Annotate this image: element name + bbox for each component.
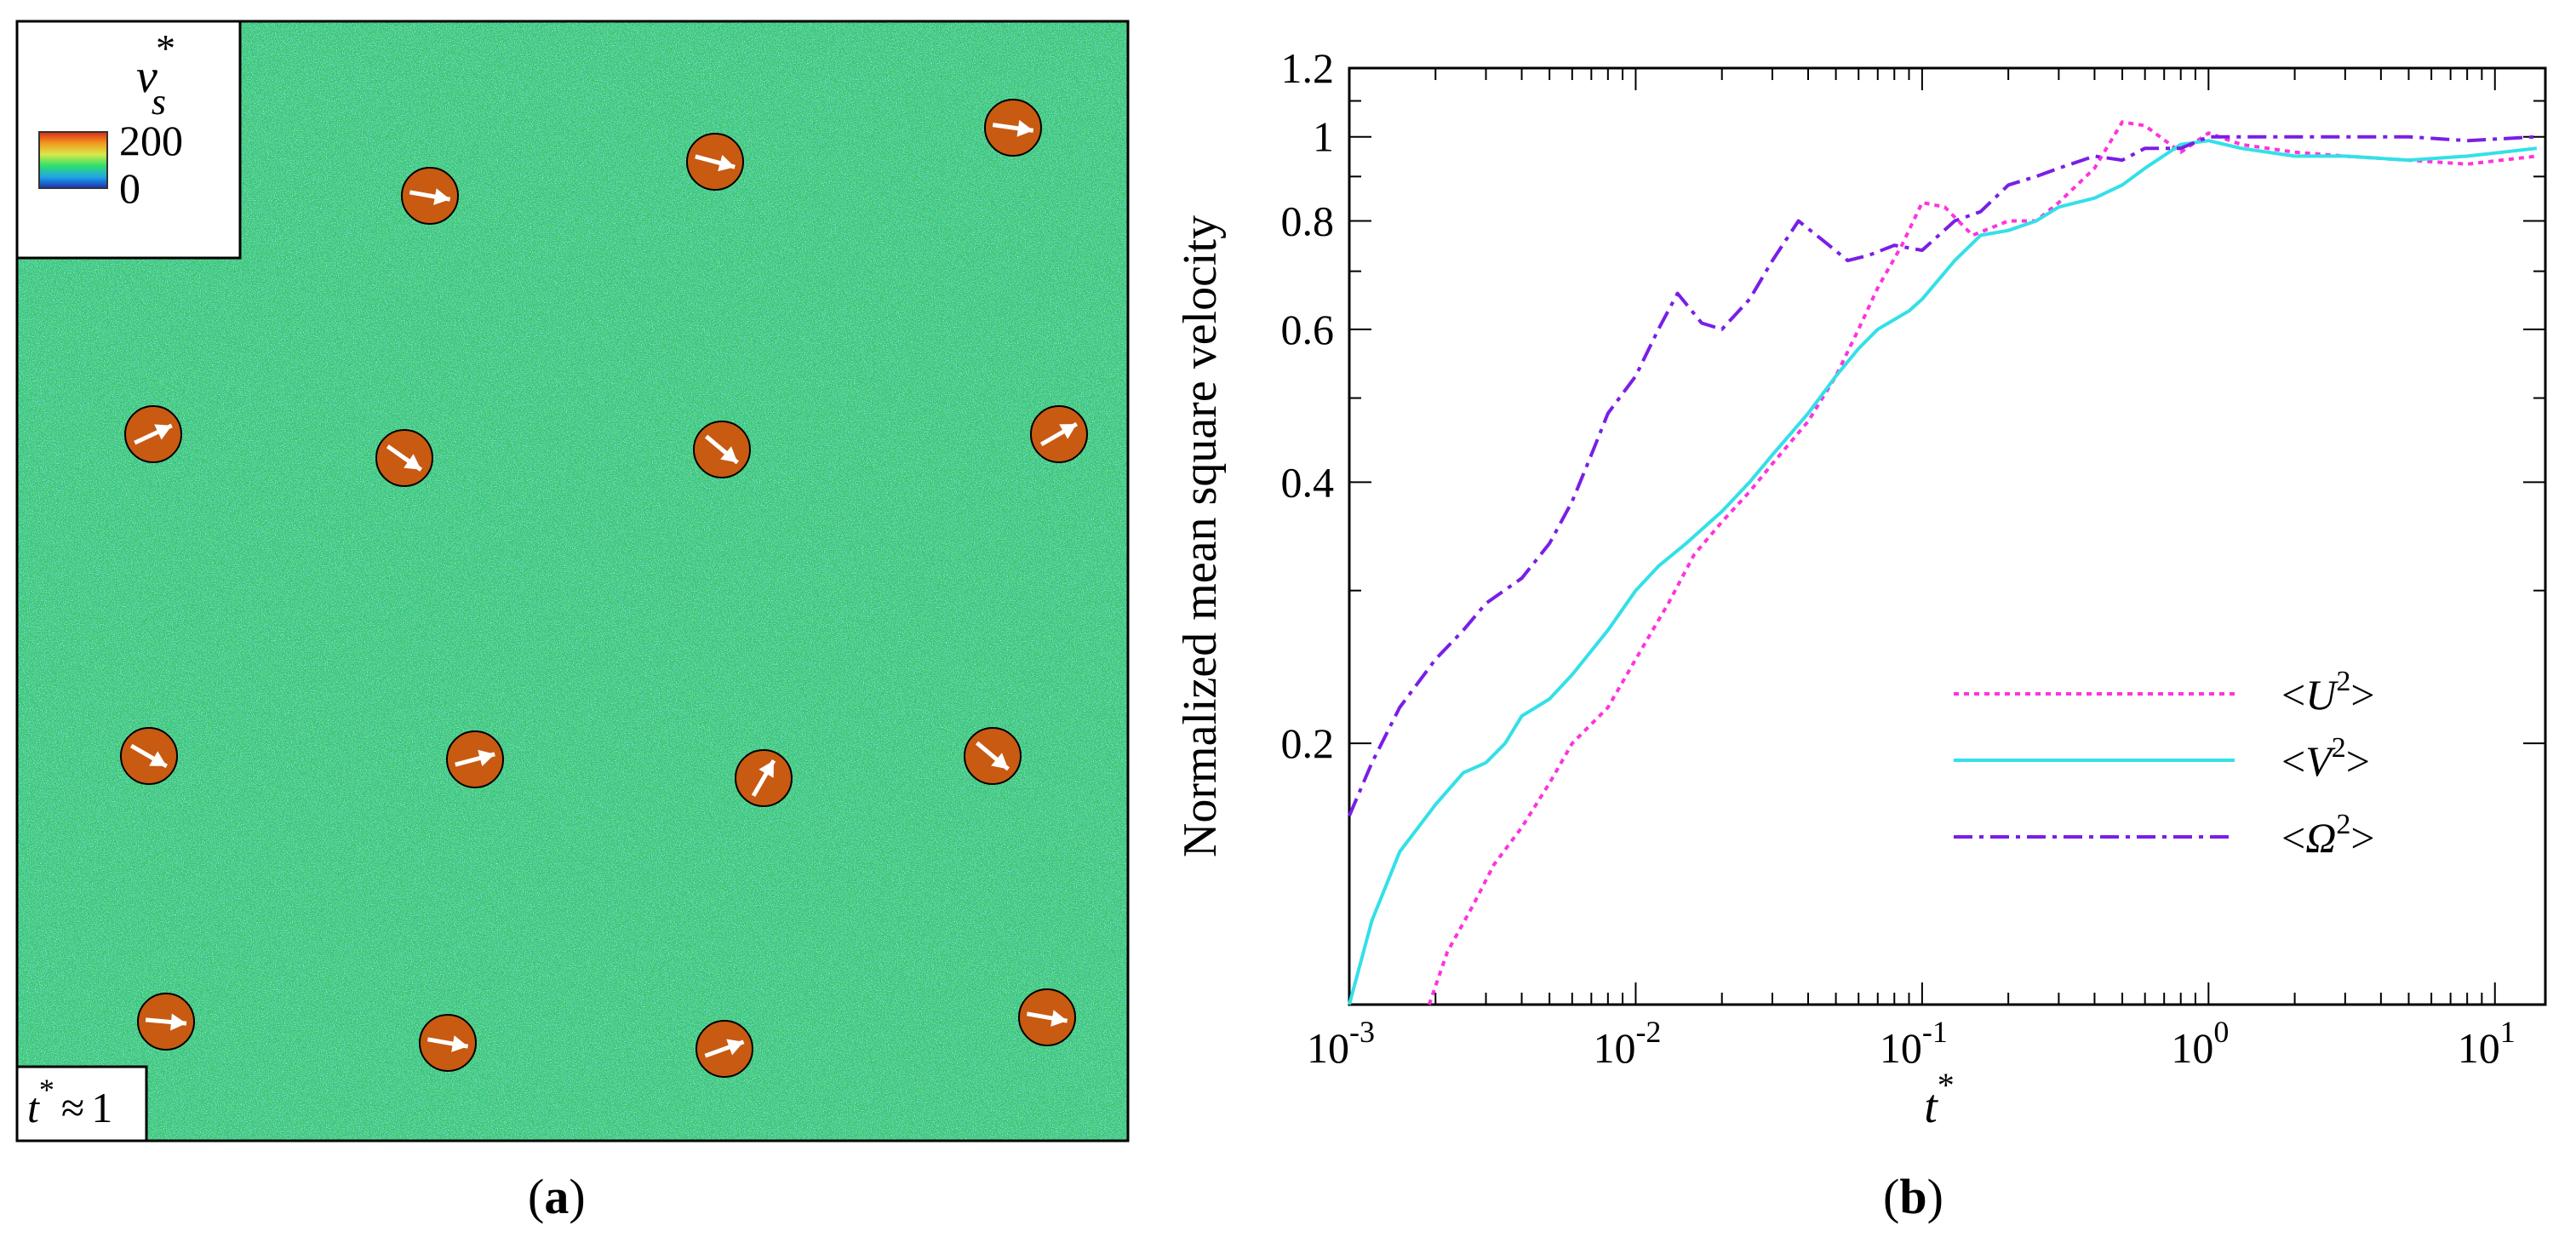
time-label-text: t* ≈1 bbox=[27, 1073, 112, 1131]
x-tick-label: 10-1 bbox=[1880, 1015, 1948, 1072]
velocity-field-frame bbox=[15, 20, 1130, 1143]
velocity-arrow-head bbox=[149, 751, 167, 766]
particle bbox=[696, 1020, 753, 1078]
particle bbox=[375, 429, 433, 487]
series-layer bbox=[1348, 120, 2538, 1005]
particle bbox=[124, 405, 182, 463]
particle bbox=[137, 993, 195, 1051]
panel-a-caption: (a) bbox=[528, 1169, 586, 1224]
particle-layer bbox=[120, 99, 1088, 1078]
y-tick-label: 0.6 bbox=[1281, 306, 1335, 353]
y-tick-label: 1.2 bbox=[1281, 44, 1335, 92]
series-line-u bbox=[1427, 120, 2538, 1005]
x-tick-label: 100 bbox=[2171, 1015, 2229, 1072]
colorbar-max-label: 200 bbox=[119, 117, 183, 164]
velocity-arrow-head bbox=[718, 154, 736, 172]
legend: <U2> <V2> <Ω2> bbox=[1954, 666, 2375, 862]
y-tick-label: 0.2 bbox=[1281, 719, 1335, 767]
panel-b: 0.2 0.4 0.6 0.8 1 1.2 10-3 10-2 10-1 100 101 Norm… bbox=[1174, 44, 2547, 1224]
y-tick-labels: 0.2 0.4 0.6 0.8 1 1.2 bbox=[1281, 44, 1335, 767]
particle bbox=[401, 167, 459, 225]
particle bbox=[964, 727, 1022, 785]
legend-label-u: <U2> bbox=[2281, 666, 2375, 719]
velocity-arrow-head bbox=[726, 1039, 744, 1056]
y-axis-title: Normalized mean square velocity bbox=[1174, 215, 1227, 857]
x-tick-label: 101 bbox=[2458, 1015, 2516, 1072]
particle bbox=[693, 421, 751, 478]
particle bbox=[419, 1014, 477, 1072]
x-tick-label: 10-2 bbox=[1593, 1015, 1661, 1072]
y-tick-label: 0.4 bbox=[1281, 458, 1335, 506]
velocity-arrow-head bbox=[991, 753, 1009, 770]
colorbar-min-label: 0 bbox=[119, 164, 140, 212]
time-label: t* ≈1 bbox=[15, 1065, 148, 1143]
legend-label-omega: <Ω2> bbox=[2281, 809, 2375, 862]
velocity-arrow-head bbox=[720, 446, 738, 463]
velocity-arrow-head bbox=[1016, 119, 1033, 137]
velocity-arrow-head bbox=[433, 188, 450, 205]
particle bbox=[686, 133, 744, 191]
velocity-arrow-head bbox=[154, 424, 172, 440]
velocity-arrow-head bbox=[1059, 424, 1077, 439]
particle bbox=[735, 749, 793, 807]
panel-a: v* s 200 0 t* ≈1 (a) bbox=[15, 20, 1130, 1224]
axis-ticks bbox=[1348, 67, 2545, 1005]
series-line-omega bbox=[1348, 135, 2538, 817]
particle bbox=[984, 99, 1042, 157]
particle bbox=[1030, 405, 1088, 463]
velocity-arrow-head bbox=[451, 1035, 468, 1052]
y-tick-label: 1 bbox=[1313, 113, 1334, 161]
panel-b-caption: (b) bbox=[1883, 1169, 1943, 1224]
velocity-arrow-head bbox=[758, 760, 774, 778]
velocity-arrow-head bbox=[404, 454, 421, 470]
colorbar-title: v* s bbox=[136, 26, 174, 123]
particle bbox=[446, 730, 504, 788]
plot-frame bbox=[1348, 66, 2547, 1006]
x-tick-label: 10-3 bbox=[1307, 1015, 1375, 1072]
legend-label-v: <V2> bbox=[2281, 732, 2370, 785]
x-tick-labels: 10-3 10-2 10-1 100 101 bbox=[1307, 1015, 2516, 1072]
colorbar-legend: v* s 200 0 bbox=[15, 20, 242, 260]
x-axis-title: t* bbox=[1924, 1066, 1955, 1133]
colorbar bbox=[38, 131, 108, 189]
particle bbox=[1018, 988, 1076, 1046]
velocity-arrow-head bbox=[1050, 1010, 1068, 1027]
y-tick-label: 0.8 bbox=[1281, 197, 1335, 244]
time-label-box bbox=[15, 1065, 148, 1143]
particle bbox=[120, 727, 178, 785]
velocity-arrow-head bbox=[170, 1013, 186, 1031]
velocity-arrow-head bbox=[478, 749, 495, 767]
series-line-v bbox=[1348, 139, 2538, 1005]
